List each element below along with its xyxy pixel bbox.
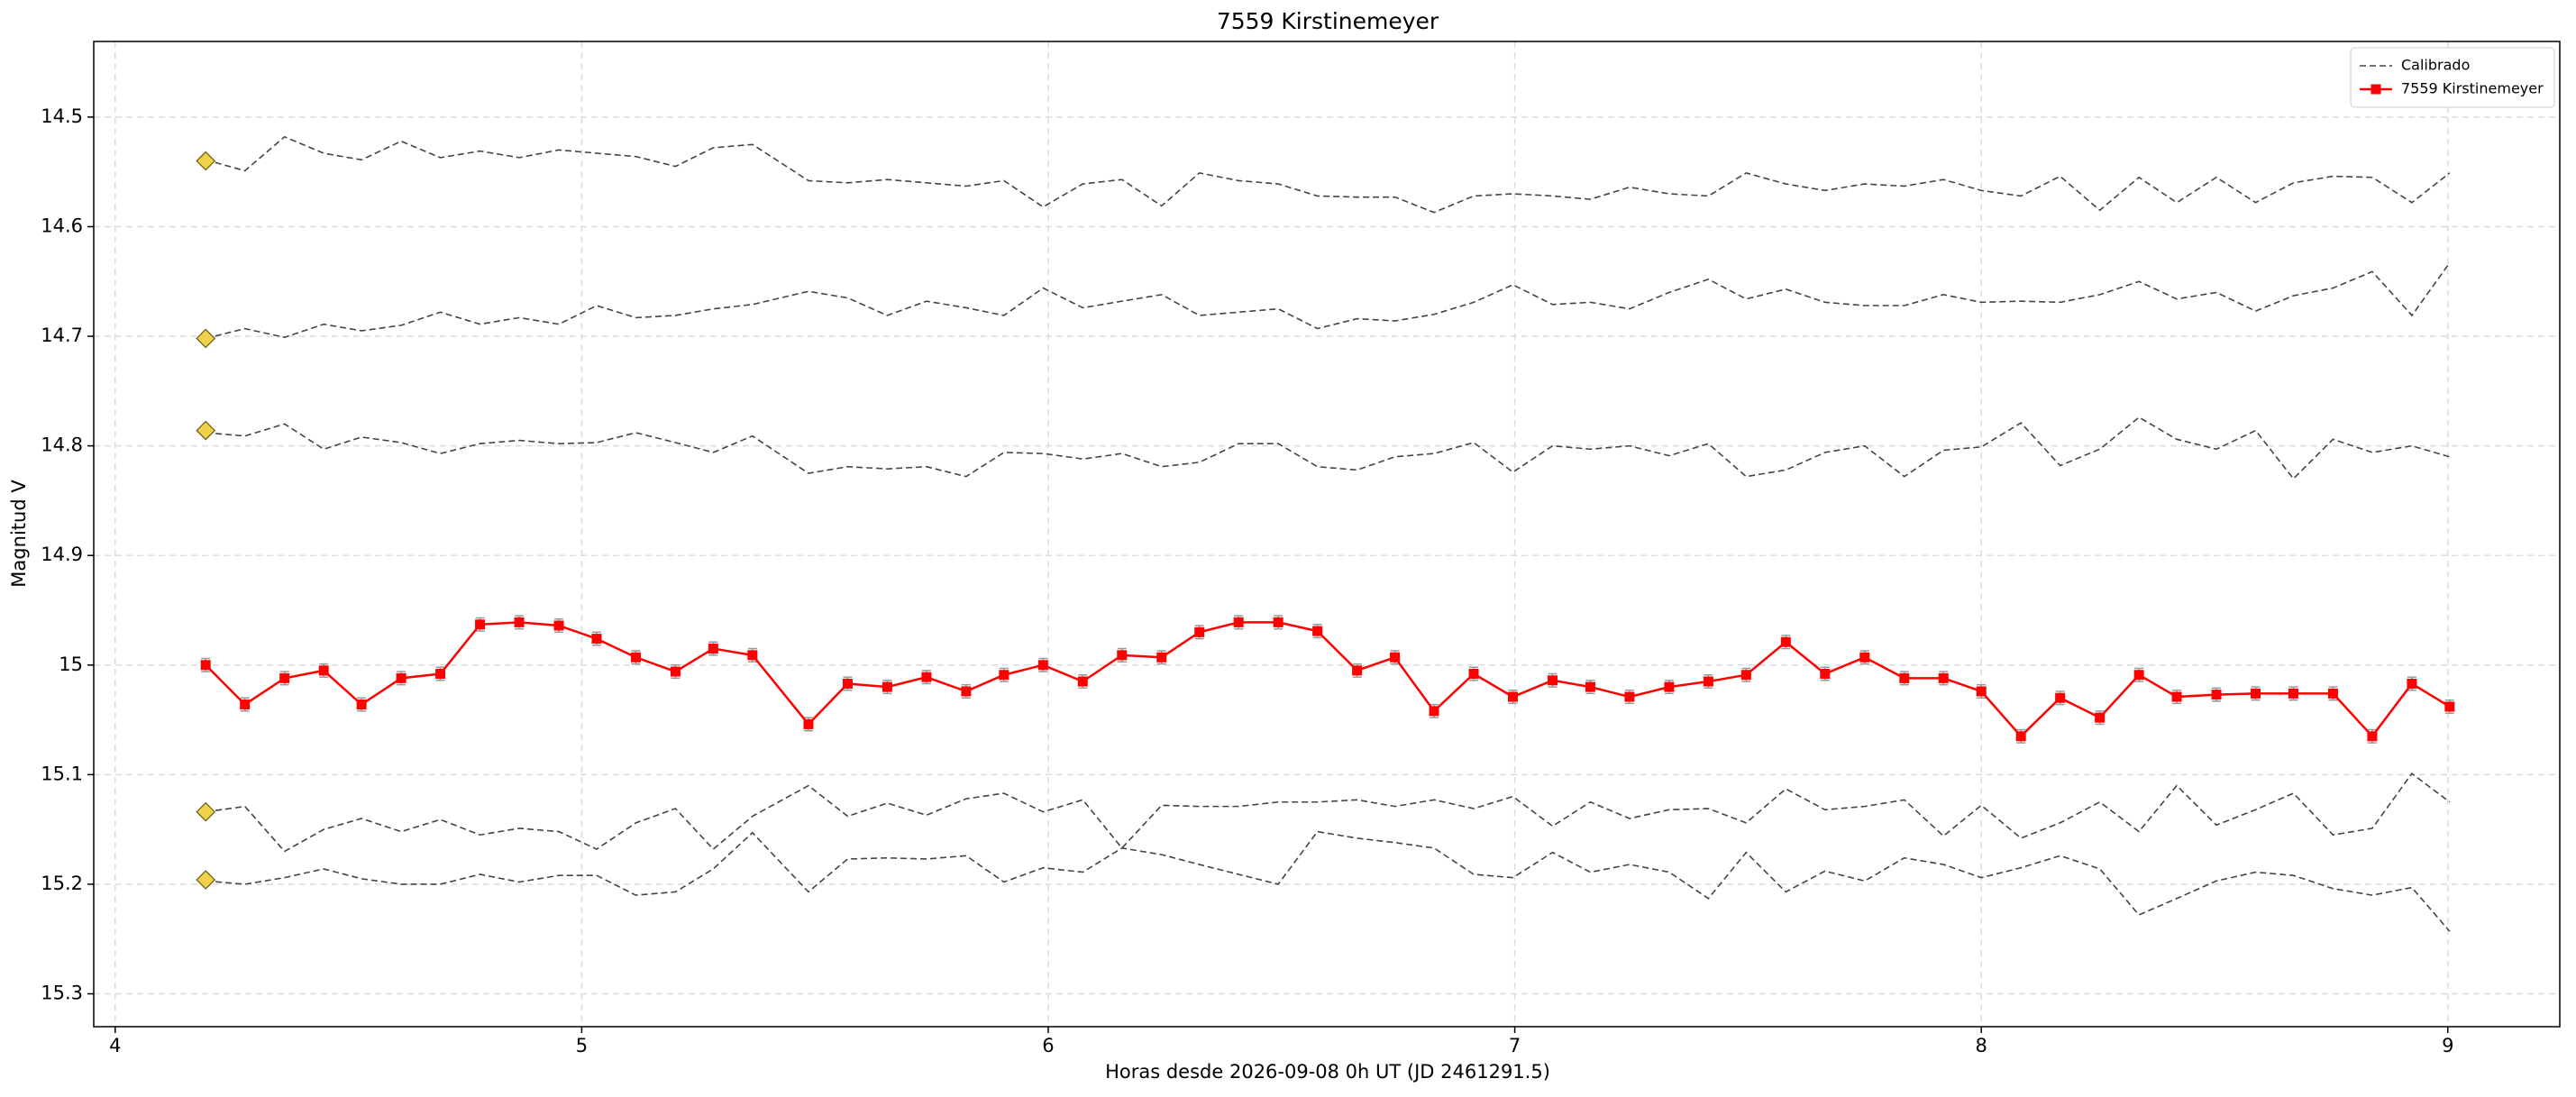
series-marker (591, 634, 602, 644)
y-tick-label: 15 (59, 654, 83, 675)
series-marker (514, 617, 525, 627)
series-marker (747, 650, 758, 661)
calibrated-line (206, 262, 2451, 340)
y-tick-label: 14.8 (41, 434, 83, 456)
series-marker (1624, 691, 1635, 702)
y-tick-label: 14.5 (41, 105, 83, 127)
reference-marker (196, 870, 216, 890)
y-axis-label: Magnitud V (8, 480, 30, 588)
series-marker (842, 678, 853, 689)
series-marker (2367, 731, 2378, 742)
series-marker (1585, 681, 1595, 692)
series-marker (1548, 675, 1558, 686)
series-marker (921, 672, 932, 682)
series-marker (1117, 650, 1128, 661)
series-marker (1508, 691, 1519, 702)
x-tick-label: 7 (1509, 1035, 1521, 1056)
series-marker (1194, 626, 1205, 637)
series-marker (670, 666, 681, 677)
series-marker (1037, 660, 1048, 671)
y-tick-label: 15.1 (41, 763, 83, 784)
series-marker (318, 665, 329, 676)
x-tick-label: 5 (576, 1035, 588, 1056)
series-marker (1312, 626, 1323, 636)
calibrated-line (206, 772, 2451, 853)
series-marker (1429, 706, 1439, 717)
calibrated-line (206, 830, 2451, 932)
y-tick-label: 14.7 (41, 325, 83, 346)
series-marker (1352, 665, 1363, 676)
series-marker (2095, 712, 2106, 723)
series-marker (2327, 688, 2338, 699)
legend-marker (2370, 84, 2381, 95)
series-marker (1156, 652, 1167, 663)
series-marker (200, 660, 211, 671)
series-line (205, 621, 2451, 738)
series-marker (475, 619, 486, 630)
y-tick-label: 14.6 (41, 215, 83, 236)
series-marker (2444, 701, 2455, 712)
series-marker (1976, 686, 1987, 697)
y-tick-label: 15.3 (41, 983, 83, 1004)
series-marker (1899, 672, 1910, 683)
series-marker (2211, 690, 2222, 700)
series-marker (240, 699, 251, 710)
series-marker (1233, 617, 1244, 627)
legend-box (2350, 47, 2555, 108)
series-marker (1740, 670, 1751, 681)
series-marker (356, 699, 367, 710)
series-marker (2251, 688, 2261, 699)
series-marker (1703, 676, 1713, 687)
series-marker (396, 672, 406, 683)
x-axis-label: Horas desde 2026-09-08 0h UT (JD 2461291… (1105, 1061, 1550, 1083)
series-marker (1780, 636, 1791, 647)
reference-marker (196, 328, 216, 349)
series-marker (1664, 681, 1675, 692)
x-tick-label: 8 (1975, 1035, 1987, 1056)
series-marker (2407, 678, 2417, 689)
series-marker (2133, 670, 2144, 681)
series-marker (803, 718, 814, 729)
plot-frame (93, 41, 2561, 1028)
series-marker (1859, 652, 1870, 663)
legend-label: Calibrado (2401, 57, 2470, 74)
x-tick-label: 4 (109, 1035, 121, 1056)
series-marker (1077, 676, 1088, 687)
series-marker (882, 681, 892, 692)
y-tick-label: 15.2 (41, 873, 83, 894)
series-marker (1938, 672, 1949, 683)
reference-marker (196, 420, 216, 441)
y-tick-label: 14.9 (41, 544, 83, 565)
series-marker (999, 670, 1009, 681)
series-marker (630, 652, 641, 663)
series-marker (1820, 669, 1831, 680)
calibrated-line (206, 135, 2451, 214)
series-marker (708, 644, 718, 654)
legend-label: 7559 Kirstinemeyer (2401, 80, 2544, 97)
series-marker (1390, 652, 1401, 663)
series-marker (2288, 688, 2298, 699)
x-tick-label: 6 (1042, 1035, 1054, 1056)
series-marker (2015, 731, 2026, 742)
series-marker (2171, 691, 2182, 702)
series-marker (435, 669, 446, 680)
series-marker (1273, 617, 1283, 627)
series-marker (1468, 669, 1479, 680)
series-marker (279, 672, 290, 683)
reference-marker (196, 151, 216, 171)
x-tick-label: 9 (2442, 1035, 2453, 1056)
calibrated-line (206, 416, 2451, 480)
series-marker (553, 620, 564, 631)
series-marker (2055, 692, 2066, 703)
series-marker (961, 686, 972, 697)
reference-marker (196, 801, 216, 822)
chart-title: 7559 Kirstinemeyer (1217, 8, 1439, 34)
